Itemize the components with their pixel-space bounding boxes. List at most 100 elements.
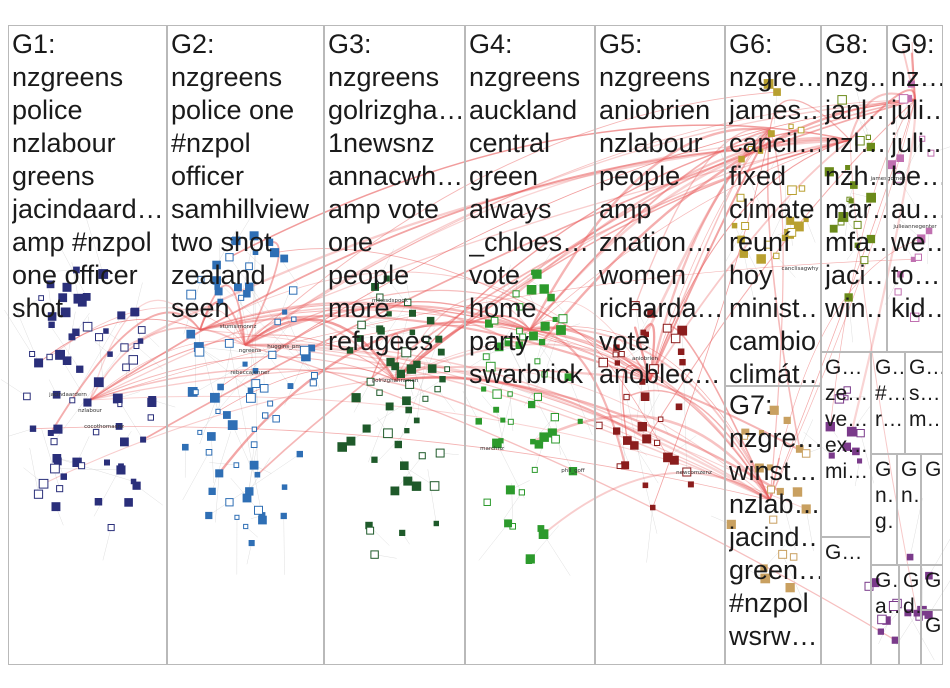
- graph-edge: [481, 395, 503, 421]
- graph-node: [50, 438, 58, 446]
- node-label: marchnz: [480, 446, 504, 452]
- group-keyword: always: [469, 194, 552, 224]
- graph-node: [843, 386, 851, 394]
- graph-node: [233, 462, 240, 468]
- cross-group-edge: [529, 139, 851, 331]
- cross-group-edge: [33, 426, 771, 501]
- graph-node: [62, 282, 72, 292]
- graph-node: [647, 309, 656, 318]
- cross-group-edge: [532, 414, 772, 501]
- graph-node: [251, 379, 261, 389]
- graph-edge: [927, 230, 930, 265]
- graph-node: [48, 321, 55, 329]
- graph-node: [598, 357, 608, 368]
- graph-node: [866, 234, 876, 244]
- graph-edge: [246, 542, 252, 565]
- graph-node: [865, 134, 872, 140]
- graph-node: [409, 309, 416, 317]
- group-title: G8:: [825, 29, 869, 59]
- graph-edge: [283, 515, 285, 575]
- group-keyword: home: [469, 293, 537, 323]
- graph-node: [550, 413, 560, 422]
- graph-edge: [527, 290, 546, 327]
- group-keyword: vote: [469, 260, 521, 290]
- graph-node: [614, 360, 621, 366]
- graph-node: [243, 290, 251, 298]
- graph-edge: [903, 138, 923, 176]
- graph-node: [904, 609, 912, 617]
- graph-node: [346, 347, 354, 354]
- group-keyword: m…: [909, 408, 942, 431]
- graph-node: [390, 486, 400, 496]
- graph-node: [376, 293, 384, 301]
- cross-group-edge: [199, 303, 651, 381]
- graph-node: [296, 450, 304, 458]
- graph-node: [539, 284, 549, 294]
- group-keyword: party: [469, 326, 530, 356]
- graph-node: [763, 240, 772, 249]
- graph-node: [370, 550, 379, 559]
- cross-group-edge: [220, 99, 916, 388]
- cross-group-edge: [519, 326, 651, 381]
- cross-group-edge: [769, 99, 851, 141]
- group-panel-g10: G… ze… ve… ex… mi…: [821, 352, 871, 537]
- cross-group-edge: [199, 309, 651, 381]
- graph-node: [843, 395, 849, 401]
- graph-node: [92, 428, 100, 436]
- group-keyword: g…: [875, 510, 896, 533]
- graph-node: [248, 540, 255, 547]
- graph-node: [855, 136, 865, 146]
- group-keyword: annacwh…: [328, 161, 464, 191]
- graph-node: [917, 234, 926, 243]
- graph-node: [399, 529, 406, 536]
- graph-node: [558, 314, 568, 324]
- graph-node: [435, 448, 445, 458]
- graph-edge: [717, 147, 741, 198]
- graph-node: [287, 383, 294, 390]
- graph-edge: [646, 507, 653, 563]
- graph-node: [623, 393, 630, 401]
- graph-node: [250, 441, 258, 448]
- group-keyword: amp #nzpol: [12, 227, 152, 257]
- graph-node: [409, 329, 416, 336]
- group-keyword: zealand: [171, 260, 266, 290]
- node-label: canclisagwhy: [782, 266, 820, 272]
- graph-node: [675, 403, 683, 411]
- cross-group-edge: [274, 248, 651, 381]
- group-keyword: be…: [891, 161, 943, 191]
- graph-node: [829, 224, 838, 233]
- graph-node: [386, 357, 395, 367]
- group-title: G7:: [729, 390, 773, 420]
- graph-node: [400, 461, 409, 470]
- graph-node: [741, 433, 749, 440]
- graph-node: [197, 429, 203, 435]
- graph-node: [919, 135, 926, 142]
- graph-edge: [51, 327, 80, 370]
- graph-node: [120, 343, 129, 352]
- graph-node: [507, 418, 514, 425]
- graph-node: [639, 378, 646, 385]
- graph-edge: [48, 289, 53, 317]
- cross-group-edge: [542, 471, 771, 535]
- group-keyword: nzgreens: [469, 62, 581, 92]
- graph-node: [133, 343, 140, 350]
- graph-node: [214, 284, 220, 290]
- group-keyword: nzgreens: [599, 62, 711, 92]
- graph-node: [907, 80, 915, 88]
- graph-node: [669, 455, 679, 465]
- graph-node: [371, 456, 378, 463]
- graph-edge: [507, 343, 537, 402]
- graph-edge: [743, 253, 754, 297]
- graph-node: [649, 364, 659, 374]
- graph-node: [906, 553, 914, 561]
- graph-node: [238, 294, 245, 301]
- group-keyword: nzgreens: [328, 62, 440, 92]
- graph-node: [29, 351, 36, 357]
- graph-edge: [229, 257, 315, 376]
- graph-edge: [198, 346, 273, 356]
- graph-node: [642, 434, 652, 444]
- graph-node: [846, 426, 857, 437]
- graph-node: [877, 614, 887, 625]
- graph-node: [893, 172, 904, 183]
- group-keyword: nzgre…: [729, 62, 821, 92]
